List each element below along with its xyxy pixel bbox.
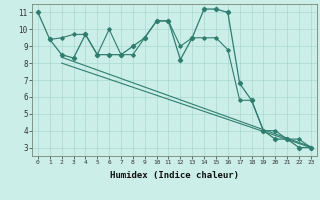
X-axis label: Humidex (Indice chaleur): Humidex (Indice chaleur) <box>110 171 239 180</box>
